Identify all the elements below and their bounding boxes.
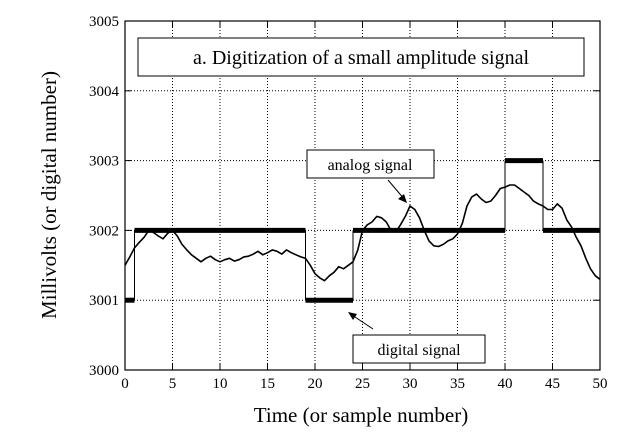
- x-tick-label: 10: [213, 376, 228, 392]
- digital-series: [125, 158, 600, 303]
- digital-annotation-box: [352, 334, 486, 364]
- x-tick-label: 40: [498, 376, 513, 392]
- analog-annotation-box: [306, 149, 435, 179]
- y-tick-label: 3003: [89, 154, 119, 170]
- digital-annotation-arrow: [348, 312, 374, 330]
- x-tick-label: 20: [308, 376, 323, 392]
- y-tick-label: 3001: [89, 293, 119, 309]
- y-axis-title: Millivolts (or digital number): [37, 71, 61, 319]
- x-tick-label: 50: [593, 376, 608, 392]
- title-box: [137, 37, 585, 77]
- analog-annotation-label: analog signal: [328, 157, 413, 174]
- y-tick-label: 3005: [89, 14, 119, 30]
- y-tick-label: 3002: [89, 223, 119, 239]
- digital-annotation-label: digital signal: [377, 342, 461, 359]
- x-tick-label: 15: [260, 376, 275, 392]
- analog-annotation-arrow: [387, 179, 407, 203]
- tick-labels: 0 5 10 15 20 25 30 35 40 45 50 3000 3001 3002 3003 3004…: [89, 14, 608, 392]
- x-tick-label: 30: [403, 376, 418, 392]
- x-tick-label: 35: [450, 376, 465, 392]
- axis-ticks: [124, 20, 601, 371]
- x-tick-label: 5: [169, 376, 177, 392]
- chart-title: a. Digitization of a small amplitude sig…: [193, 47, 529, 69]
- y-tick-label: 3004: [89, 84, 120, 100]
- x-tick-label: 25: [355, 376, 370, 392]
- y-tick-label: 3000: [89, 363, 119, 379]
- x-axis-title: Time (or sample number): [254, 403, 468, 427]
- x-tick-label: 0: [121, 376, 129, 392]
- x-tick-label: 45: [545, 376, 560, 392]
